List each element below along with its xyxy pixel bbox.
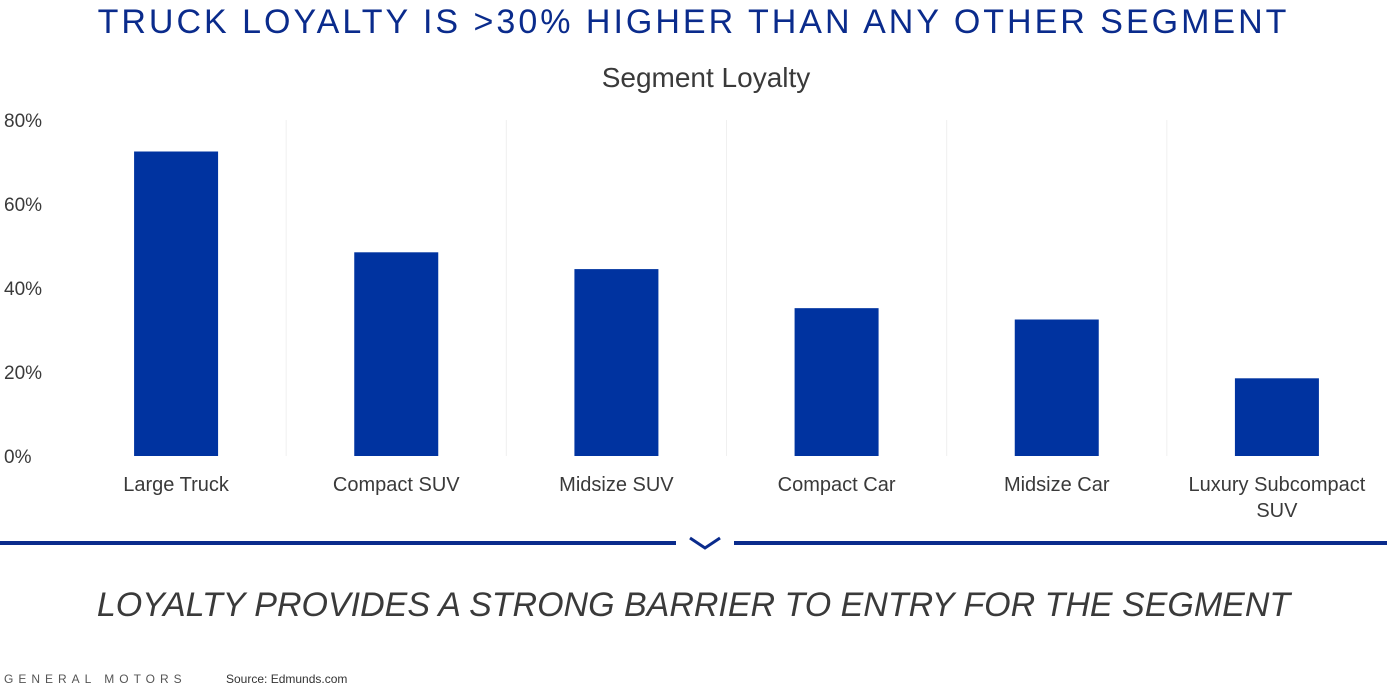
bar xyxy=(1014,319,1099,456)
x-tick-label: Luxury Subcompact SUV xyxy=(1189,474,1366,522)
bar xyxy=(1234,378,1319,456)
bar xyxy=(574,269,659,456)
divider-line-right xyxy=(734,541,1387,545)
footer-source: Source: Edmunds.com xyxy=(226,672,348,686)
chevron-down-icon xyxy=(689,536,721,550)
bar xyxy=(354,252,439,456)
x-tick-label: Midsize SUV xyxy=(559,474,674,496)
x-tick-label: Large Truck xyxy=(123,474,230,496)
y-tick-label: 40% xyxy=(4,279,42,300)
y-tick-label: 60% xyxy=(4,195,42,216)
x-tick-label: Compact SUV xyxy=(333,474,460,496)
bar xyxy=(794,308,879,456)
y-tick-label: 80% xyxy=(4,111,42,132)
chart-title: Segment Loyalty xyxy=(602,62,811,93)
page-headline: TRUCK LOYALTY IS >30% HIGHER THAN ANY OT… xyxy=(97,3,1290,41)
divider-line-left xyxy=(0,541,676,545)
bar xyxy=(134,151,219,456)
y-tick-label: 0% xyxy=(4,447,32,468)
x-tick-label: Midsize Car xyxy=(1004,474,1110,496)
segment-loyalty-bar-chart: Segment Loyalty 0% 20% 40% 60% 80% Large Truck… xyxy=(4,62,1366,522)
y-tick-label: 20% xyxy=(4,363,42,384)
x-tick-label: Compact Car xyxy=(778,474,896,496)
footer-brand: GENERAL MOTORS xyxy=(4,672,187,686)
key-takeaway: LOYALTY PROVIDES A STRONG BARRIER TO ENT… xyxy=(96,586,1291,624)
